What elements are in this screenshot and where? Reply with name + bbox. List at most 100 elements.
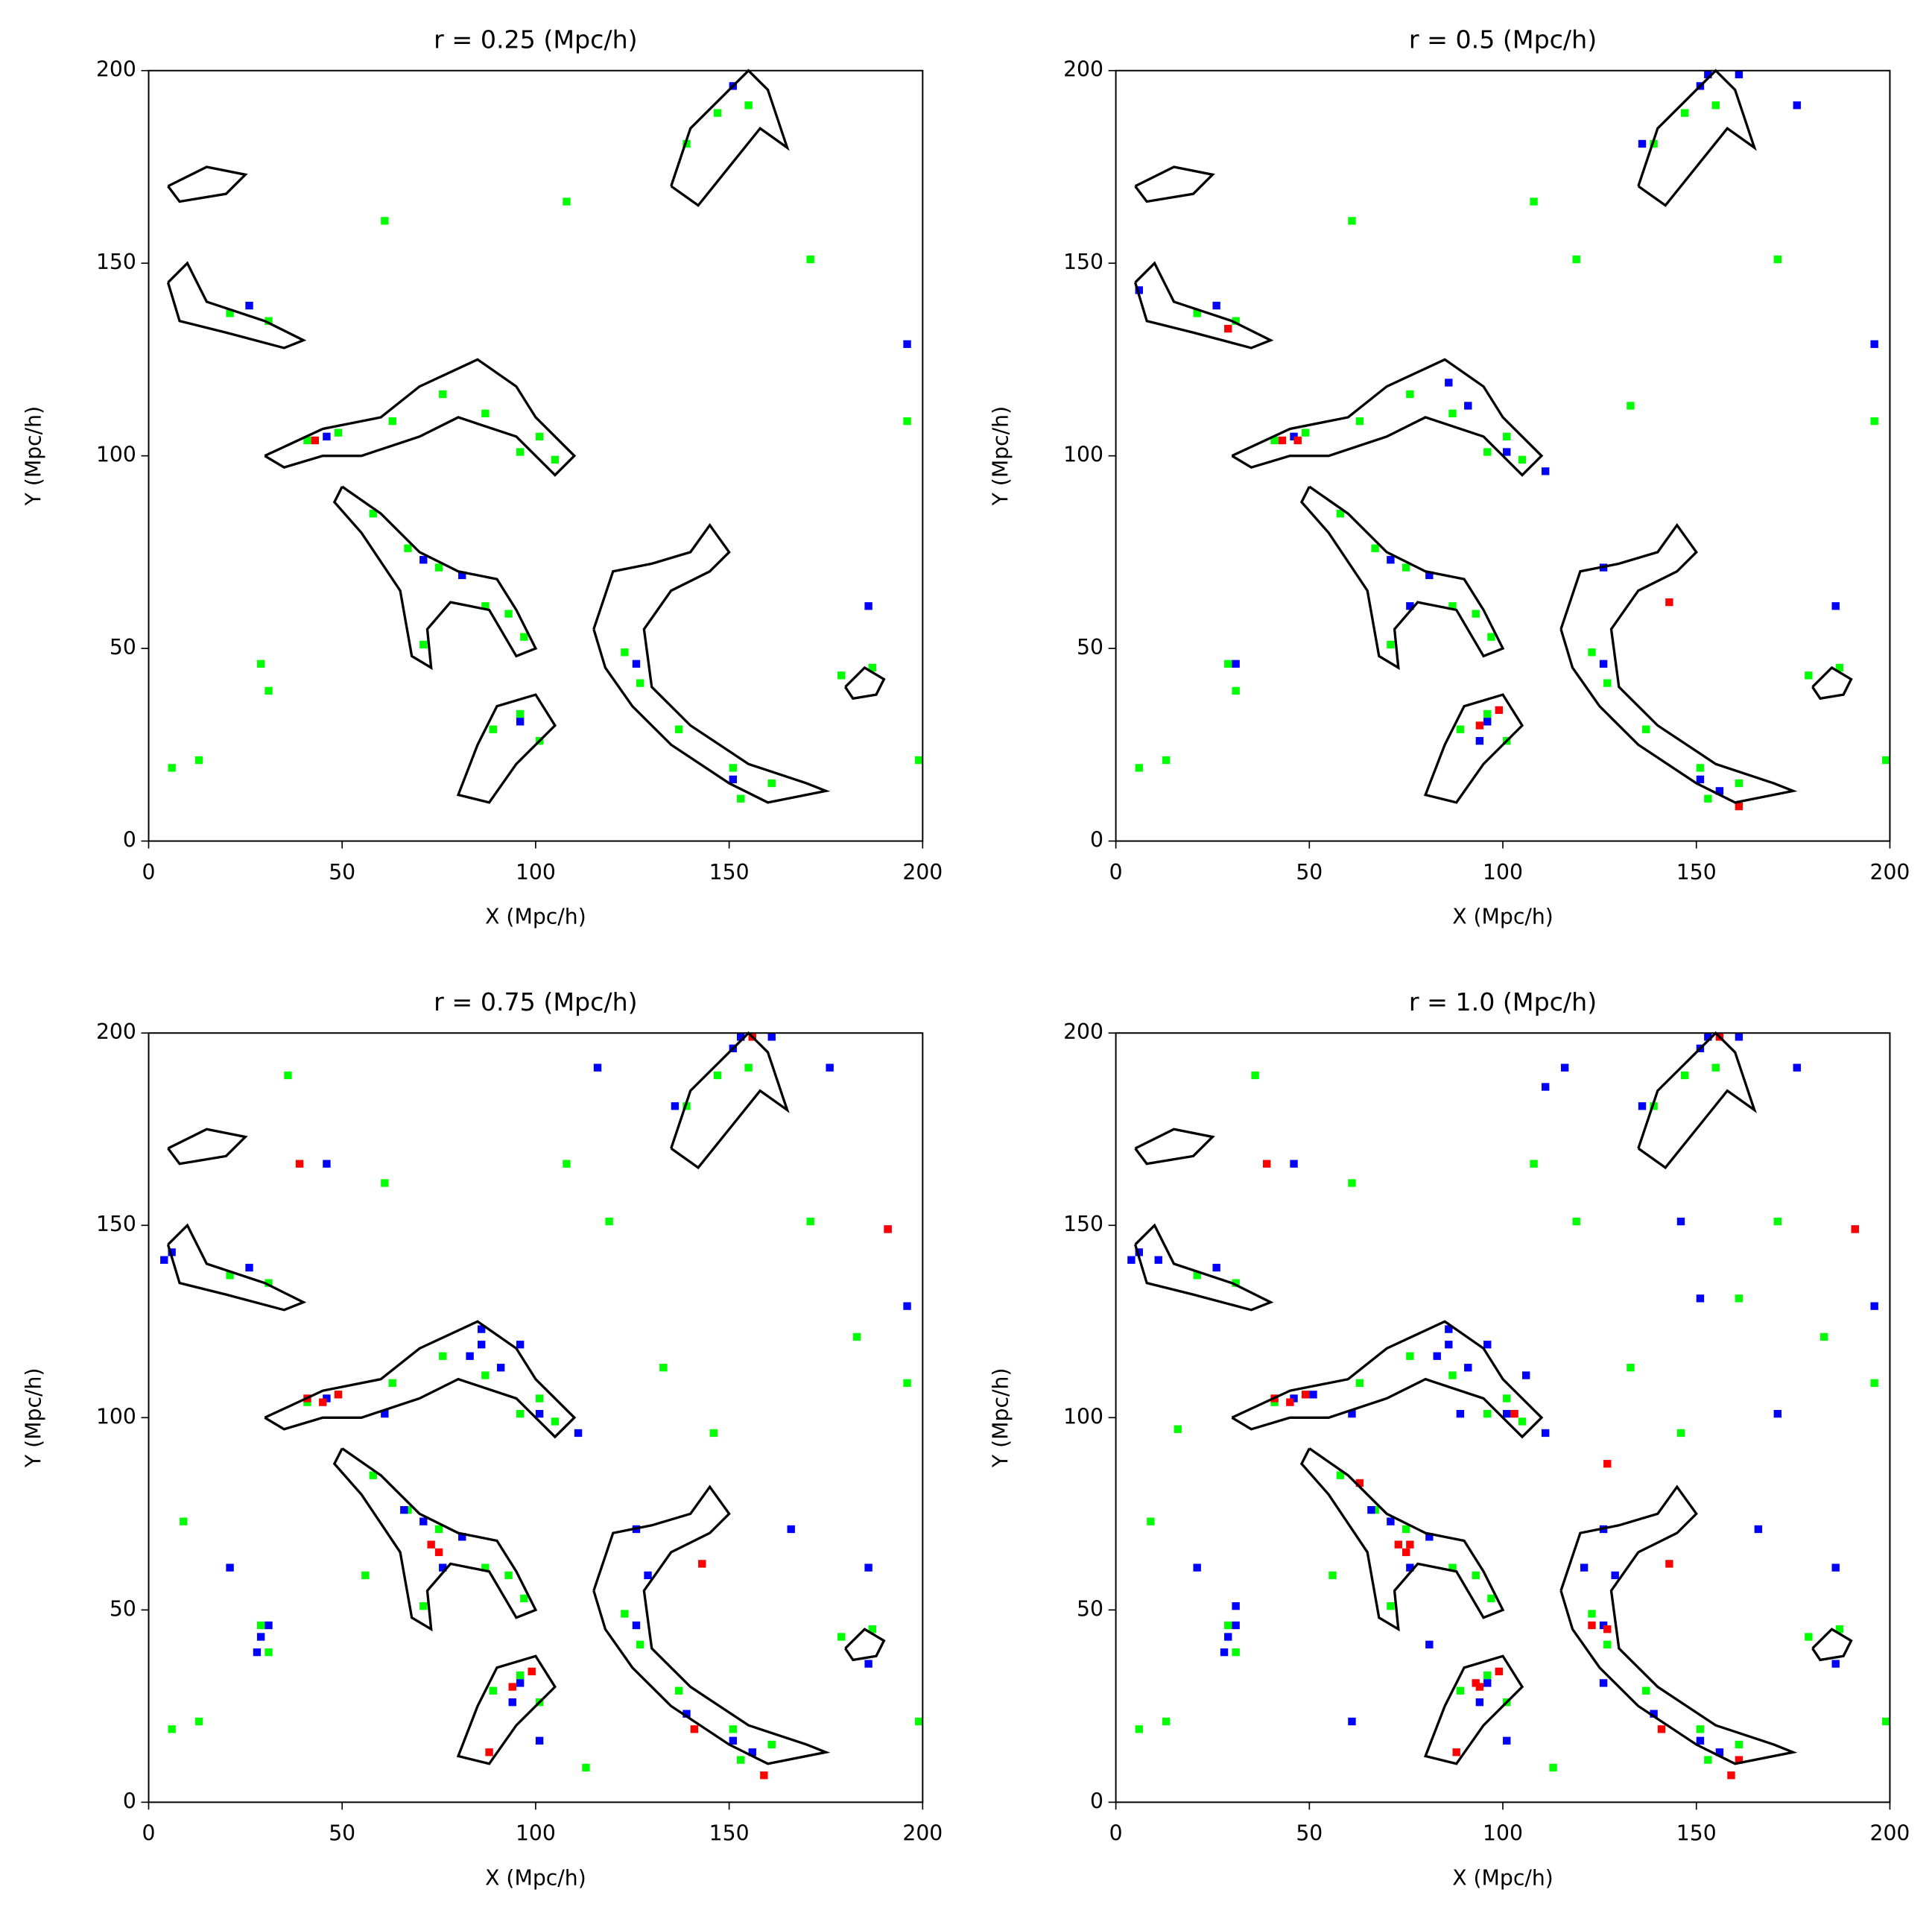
cell [1224, 1621, 1232, 1630]
y-tick-label: 100 [96, 1404, 136, 1429]
cell [1387, 1517, 1395, 1525]
cell [1754, 1525, 1763, 1534]
contour [1231, 358, 1544, 477]
cell [767, 1740, 776, 1749]
cell [1603, 1625, 1612, 1634]
y-tick-label: 150 [1063, 1212, 1103, 1236]
cell [1657, 1725, 1666, 1733]
cell [1162, 756, 1171, 765]
y-tick-label: 150 [96, 250, 136, 274]
cell [1831, 1563, 1840, 1572]
contour [844, 665, 886, 701]
contour [1134, 165, 1215, 203]
cell [1599, 660, 1608, 668]
cell [1475, 721, 1484, 730]
chart-title: r = 0.75 (Mpc/h) [434, 987, 637, 1016]
cell [535, 1394, 544, 1403]
cell [1251, 1071, 1259, 1080]
cell [806, 1217, 814, 1226]
contour [456, 1654, 557, 1765]
cell [481, 602, 490, 610]
cell [1402, 1525, 1410, 1534]
cell [1232, 317, 1240, 325]
contour [166, 1223, 307, 1312]
cell [1638, 1102, 1647, 1110]
cell [737, 794, 745, 803]
cell [1793, 1063, 1801, 1072]
cell [1696, 775, 1705, 784]
cell [737, 1756, 745, 1764]
cell [644, 1571, 652, 1580]
cell [864, 602, 872, 610]
cell [1696, 1736, 1705, 1745]
contour [1133, 261, 1274, 350]
cell [737, 1033, 745, 1041]
cell [729, 775, 738, 784]
cell [1735, 779, 1743, 788]
cell [1301, 1391, 1310, 1399]
cell [636, 1640, 644, 1648]
cell [477, 1325, 486, 1333]
y-tick-label: 0 [123, 1789, 136, 1813]
cell [334, 429, 343, 437]
cell [265, 1621, 273, 1630]
cell [1495, 706, 1504, 715]
cell [682, 1710, 691, 1718]
contour [1637, 1031, 1757, 1170]
x-tick-label: 0 [1109, 860, 1123, 885]
y-tick-label: 200 [96, 1019, 136, 1044]
x-tick-label: 50 [1296, 860, 1323, 885]
x-tick-label: 200 [1869, 1821, 1910, 1846]
cell [1147, 1517, 1155, 1525]
cell [194, 756, 203, 765]
cell [1572, 255, 1580, 264]
cell [1348, 1717, 1356, 1726]
cell [1448, 1563, 1457, 1572]
cell [253, 1648, 262, 1657]
cell [265, 686, 273, 695]
cell [1224, 660, 1232, 668]
cell [1805, 671, 1813, 680]
cell [1448, 1371, 1457, 1379]
cell [1642, 1686, 1650, 1695]
cell [1475, 737, 1484, 745]
x-tick-label: 50 [329, 860, 355, 885]
cell [1336, 510, 1345, 518]
cell [1193, 1563, 1201, 1572]
cell [508, 1698, 516, 1707]
cell [713, 1071, 722, 1080]
cell [1406, 1540, 1414, 1549]
x-axis-label: X (Mpc/h) [485, 905, 586, 929]
cell [535, 1409, 544, 1418]
cell [516, 1679, 525, 1687]
cell [1588, 648, 1596, 657]
cell [516, 1409, 525, 1418]
cell [1735, 1756, 1743, 1764]
cell [1735, 1294, 1743, 1303]
cell [1835, 1625, 1844, 1634]
cell [434, 1525, 443, 1534]
cell [1835, 663, 1844, 672]
cell [632, 1621, 641, 1630]
y-axis-label: Y (Mpc/h) [989, 1368, 1013, 1469]
cell [1735, 1740, 1743, 1749]
x-tick-label: 200 [902, 860, 943, 885]
cell [319, 1398, 327, 1406]
cell [419, 1602, 428, 1610]
cell [551, 1417, 560, 1426]
cell [806, 255, 814, 264]
cell [1220, 1648, 1229, 1657]
cell [1472, 1679, 1480, 1687]
cell [1445, 1325, 1453, 1333]
cell [1224, 1633, 1232, 1641]
cell [903, 1379, 911, 1388]
cell [729, 764, 738, 772]
y-tick-label: 50 [110, 635, 136, 660]
cell [1487, 1594, 1495, 1603]
cell [1503, 1394, 1511, 1403]
x-tick-label: 150 [1676, 1821, 1717, 1846]
cell [709, 1429, 718, 1438]
cell [1355, 1479, 1364, 1487]
cell [1232, 1621, 1240, 1630]
cell [516, 1341, 525, 1349]
